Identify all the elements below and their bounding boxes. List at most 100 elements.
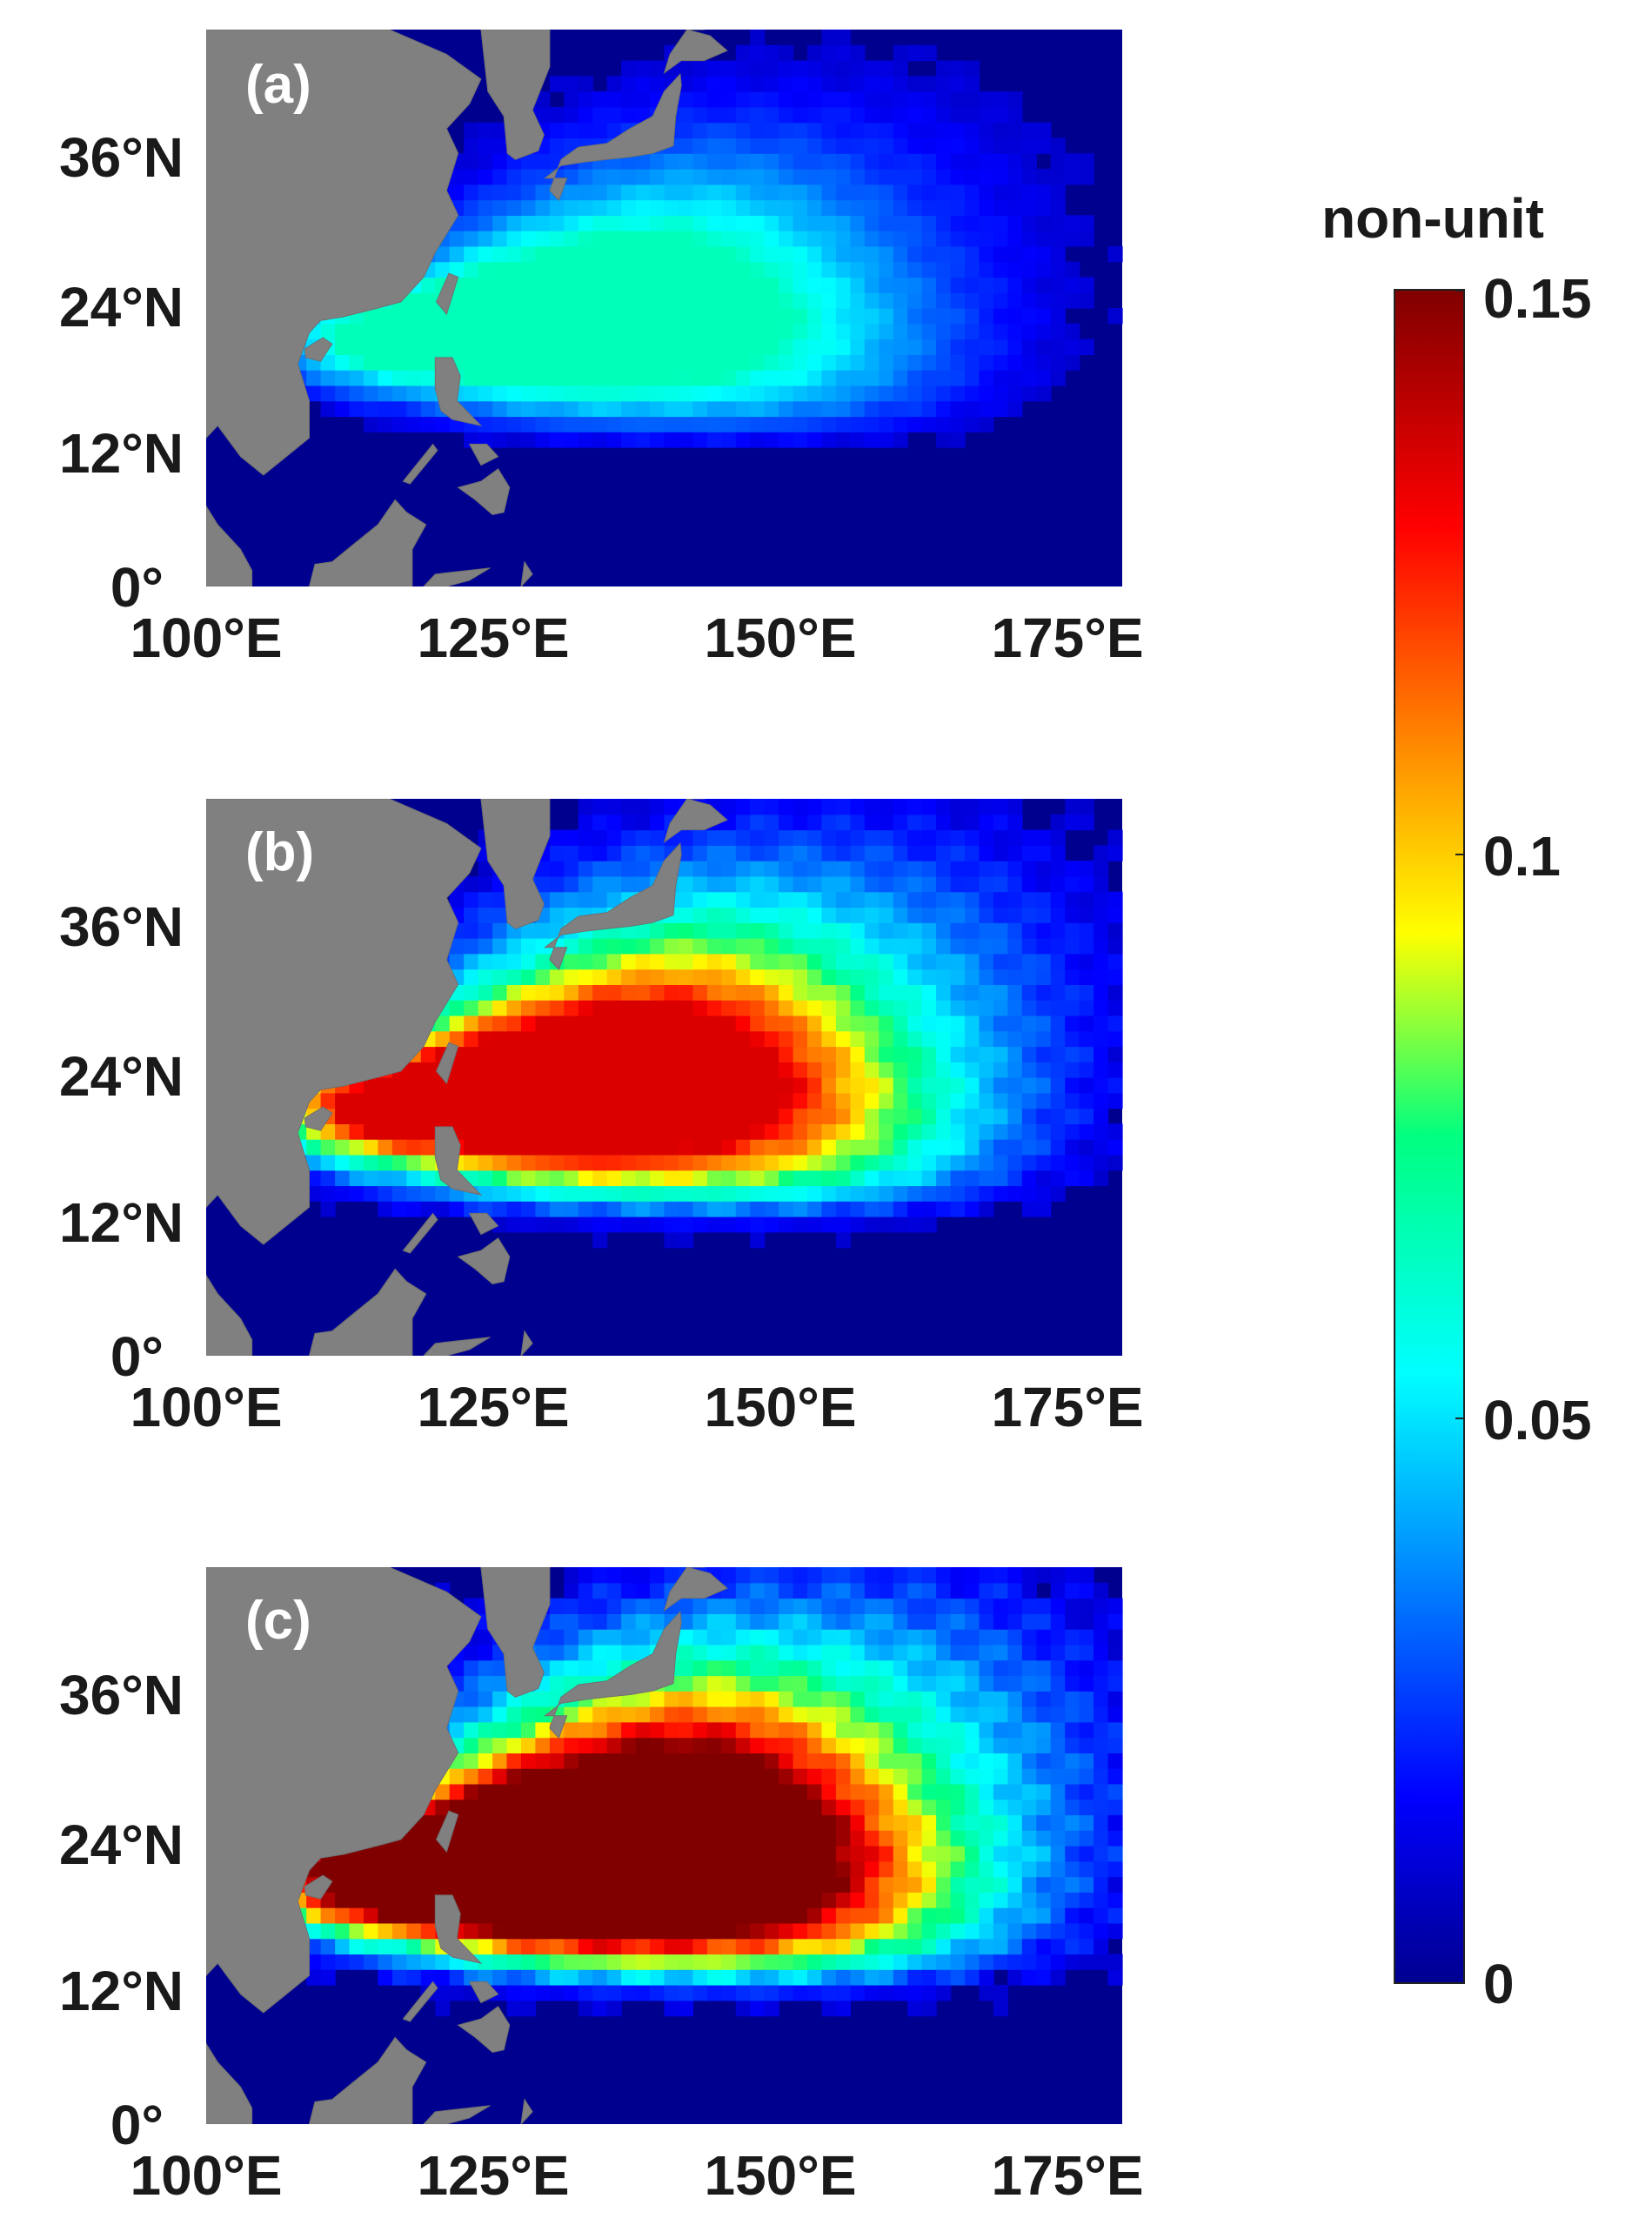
heatmap-cell <box>521 1123 537 1140</box>
heatmap-cell <box>950 231 966 247</box>
heatmap-cell <box>907 1015 923 1032</box>
heatmap-cell <box>750 1030 766 1048</box>
heatmap-cell <box>850 1123 866 1140</box>
heatmap-cell <box>492 1000 508 1016</box>
heatmap-cell <box>721 122 737 139</box>
heatmap-cell <box>1021 1015 1037 1032</box>
heatmap-cell <box>320 1860 336 1878</box>
heatmap-cell <box>893 1015 908 1032</box>
heatmap-cell <box>993 308 1008 325</box>
heatmap-cell <box>793 1139 808 1156</box>
heatmap-cell <box>679 1768 694 1785</box>
heatmap-cell <box>349 1170 365 1187</box>
heatmap-cell <box>950 122 966 139</box>
heatmap-cell <box>1094 1613 1109 1630</box>
heatmap-cell <box>464 1154 479 1171</box>
heatmap-cell <box>779 1706 794 1723</box>
heatmap-cell <box>535 416 551 432</box>
heatmap-cell <box>735 1644 751 1661</box>
heatmap-cell <box>592 245 608 263</box>
heatmap-cell <box>921 338 937 355</box>
heatmap-cell <box>535 1201 551 1217</box>
heatmap-cell <box>993 106 1008 124</box>
heatmap-cell <box>378 308 393 325</box>
heatmap-cell <box>907 1567 923 1584</box>
heatmap-cell <box>779 44 794 62</box>
heatmap-cell <box>793 1922 808 1940</box>
heatmap-cell <box>721 1170 737 1187</box>
heatmap-cell <box>735 261 751 278</box>
heatmap-cell <box>706 875 722 893</box>
heatmap-cell <box>950 354 966 371</box>
heatmap-cell <box>1065 1598 1080 1614</box>
heatmap-cell <box>635 215 651 231</box>
heatmap-cell <box>879 231 894 247</box>
heatmap-cell <box>692 1721 708 1739</box>
heatmap-cell <box>635 106 651 124</box>
heatmap-cell <box>721 323 737 340</box>
heatmap-cell <box>435 1030 451 1048</box>
heatmap-cell <box>807 1907 823 1924</box>
heatmap-cell <box>835 1030 851 1048</box>
heatmap-cell <box>850 1030 866 1048</box>
heatmap-cell <box>864 354 880 371</box>
heatmap-cell <box>606 2000 622 2017</box>
heatmap-cell <box>1036 1938 1052 1955</box>
heatmap-cell <box>993 1799 1008 1816</box>
heatmap-cell <box>335 370 351 386</box>
heatmap-cell <box>979 245 994 263</box>
heatmap-cell <box>578 199 593 216</box>
heatmap-cell <box>449 1876 465 1893</box>
heatmap-cell <box>1021 861 1037 877</box>
heatmap-cell <box>893 385 908 402</box>
heatmap-cell <box>635 1706 651 1723</box>
heatmap-cell <box>864 91 880 108</box>
heatmap-cell <box>965 292 980 309</box>
heatmap-cell <box>864 1860 880 1878</box>
heatmap-cell <box>1050 1721 1066 1739</box>
heatmap-cell <box>764 891 779 908</box>
heatmap-cell <box>764 1922 779 1940</box>
heatmap-cell <box>592 1659 608 1677</box>
heatmap-cell <box>506 1201 522 1217</box>
heatmap-cell <box>764 308 779 325</box>
heatmap-cell <box>378 1092 393 1109</box>
heatmap-cell <box>764 1629 779 1646</box>
heatmap-cell <box>1094 1922 1109 1940</box>
heatmap-cell <box>692 1201 708 1217</box>
heatmap-cell <box>864 1613 880 1630</box>
heatmap-cell <box>535 1062 551 1078</box>
heatmap-cell <box>1036 1706 1052 1723</box>
heatmap-cell <box>807 292 823 309</box>
heatmap-cell <box>793 1675 808 1692</box>
heatmap-cell <box>1079 1892 1094 1908</box>
heatmap-cell <box>549 1139 565 1156</box>
heatmap-cell <box>478 1721 493 1739</box>
heatmap-cell <box>364 1139 379 1156</box>
heatmap-cell <box>1036 1675 1052 1692</box>
heatmap-cell <box>578 1598 593 1614</box>
heatmap-cell <box>965 1954 980 1970</box>
heatmap-cell <box>521 1030 537 1048</box>
heatmap-cell <box>821 1938 837 1955</box>
heatmap-cell <box>850 1954 866 1970</box>
heatmap-cell <box>1094 1675 1109 1692</box>
heatmap-cell <box>549 875 565 893</box>
heatmap-cell <box>793 969 808 985</box>
heatmap-cell <box>936 814 952 831</box>
heatmap-cell <box>993 1954 1008 1970</box>
heatmap-cell <box>1079 984 1094 1001</box>
heatmap-cell <box>592 984 608 1001</box>
heatmap-cell <box>893 277 908 293</box>
heatmap-cell <box>706 1691 722 1707</box>
heatmap-cell <box>1079 938 1094 955</box>
heatmap-cell <box>492 1706 508 1723</box>
heatmap-cell <box>807 845 823 861</box>
heatmap-cell <box>692 1123 708 1140</box>
heatmap-cell <box>679 1846 694 1862</box>
heatmap-cell <box>564 215 579 231</box>
heatmap-cell <box>535 922 551 939</box>
heatmap-cell <box>1107 1969 1123 1986</box>
heatmap-cell <box>921 875 937 893</box>
heatmap-cell <box>764 1185 779 1202</box>
